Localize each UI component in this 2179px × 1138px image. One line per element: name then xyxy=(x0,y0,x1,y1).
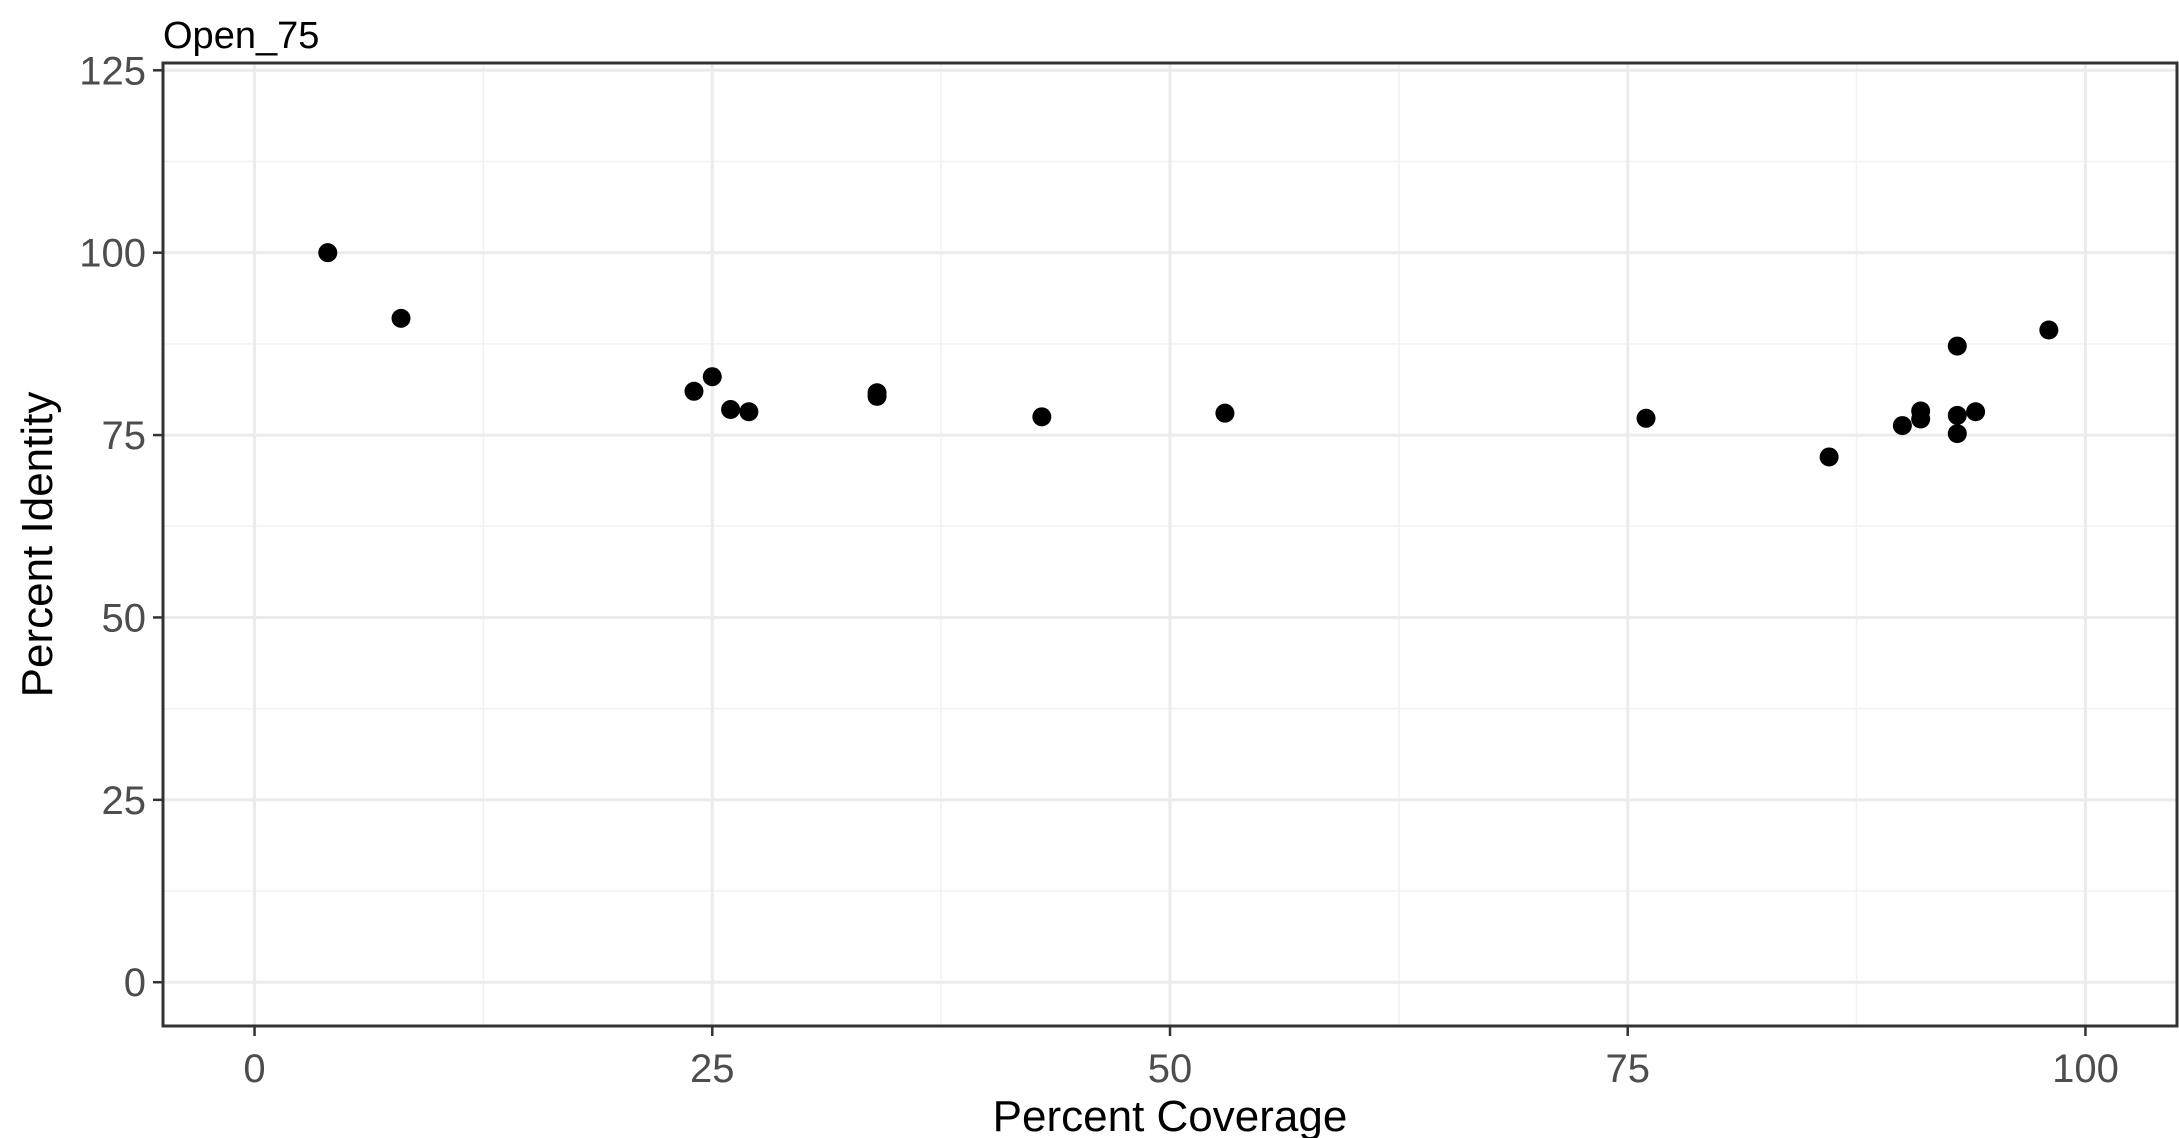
x-tick-label: 50 xyxy=(1148,1047,1193,1091)
x-tick-label: 0 xyxy=(243,1047,265,1091)
x-axis-label: Percent Coverage xyxy=(993,1092,1348,1138)
scatter-point xyxy=(1947,336,1967,356)
scatter-point xyxy=(1032,407,1052,427)
y-tick-label: 125 xyxy=(79,49,146,93)
y-axis-label: Percent Identity xyxy=(13,392,62,698)
scatter-point xyxy=(1947,405,1967,425)
x-tick-label: 100 xyxy=(2052,1047,2119,1091)
scatter-point xyxy=(1636,408,1656,428)
scatter-point xyxy=(318,243,338,263)
y-tick-label: 50 xyxy=(102,596,147,640)
y-tick-label: 25 xyxy=(102,779,147,823)
scatter-point xyxy=(1966,402,1986,422)
scatter-point xyxy=(702,367,722,387)
chart-title: Open_75 xyxy=(163,15,319,57)
x-tick-label: 25 xyxy=(690,1047,735,1091)
y-tick-label: 0 xyxy=(124,961,146,1005)
scatter-point xyxy=(1911,401,1931,421)
axis-tick-labels: 0 25 50 75 100 0 25 50 75 100 125 xyxy=(79,49,2119,1091)
x-tick-label: 75 xyxy=(1605,1047,1650,1091)
scatter-point xyxy=(2039,320,2059,340)
scatter-point xyxy=(1892,416,1912,436)
y-tick-label: 75 xyxy=(102,414,147,458)
scatter-point xyxy=(1819,447,1839,467)
axis-ticks xyxy=(153,69,2087,1036)
scatter-point xyxy=(1215,403,1235,423)
grid-lines xyxy=(163,63,2177,1026)
data-points xyxy=(318,243,2059,467)
scatter-point xyxy=(1947,424,1967,444)
y-tick-label: 100 xyxy=(79,232,146,276)
scatter-point xyxy=(739,402,759,422)
scatter-point xyxy=(867,386,887,406)
scatter-point xyxy=(684,381,704,401)
scatter-point xyxy=(721,400,741,420)
scatter-point xyxy=(391,308,411,328)
